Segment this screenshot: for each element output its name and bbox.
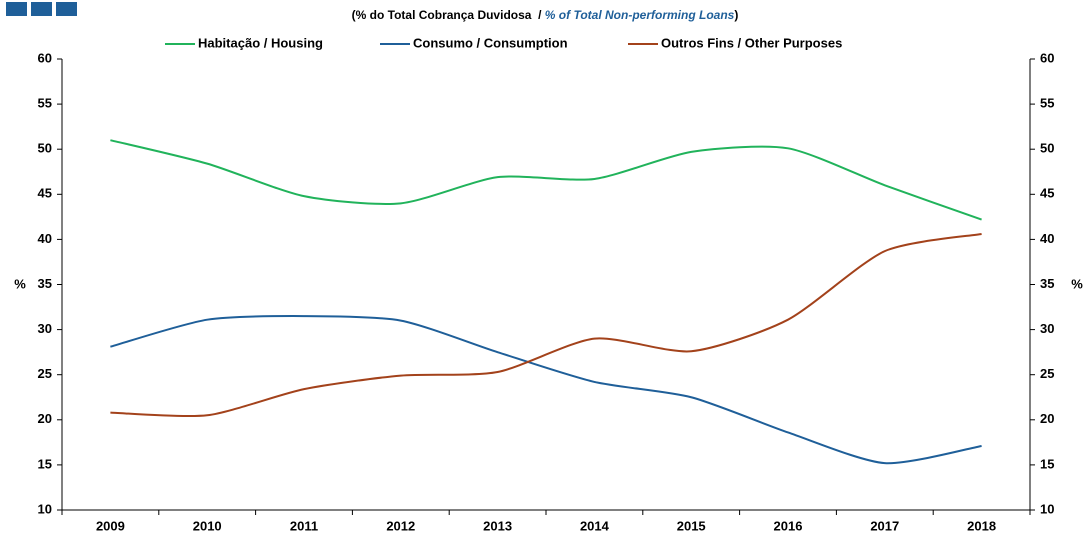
y2-tick-label: 55 bbox=[1040, 96, 1054, 111]
y-tick-label: 45 bbox=[38, 186, 52, 201]
x-tick-label: 2018 bbox=[967, 518, 996, 533]
x-tick-label: 2009 bbox=[96, 518, 125, 533]
y-tick-label: 55 bbox=[38, 96, 52, 111]
y-tick-label: 40 bbox=[38, 231, 52, 246]
y-tick-label: 60 bbox=[38, 50, 52, 65]
x-tick-label: 2010 bbox=[193, 518, 222, 533]
y2-tick-label: 30 bbox=[1040, 321, 1054, 336]
legend-label: Consumo / Consumption bbox=[413, 35, 568, 50]
title-pt: (% do Total Cobrança Duvidosa / bbox=[352, 8, 545, 22]
y2-tick-label: 60 bbox=[1040, 50, 1054, 65]
y2-tick-label: 10 bbox=[1040, 501, 1054, 516]
title-end: ) bbox=[734, 8, 738, 22]
y-tick-label: 50 bbox=[38, 141, 52, 156]
x-tick-label: 2011 bbox=[290, 518, 318, 533]
y-tick-label: 10 bbox=[38, 501, 52, 516]
legend-label: Habitação / Housing bbox=[198, 35, 323, 50]
y2-tick-label: 40 bbox=[1040, 231, 1054, 246]
y-tick-label: 15 bbox=[38, 456, 52, 471]
y-tick-label: 30 bbox=[38, 321, 52, 336]
y-tick-label: 20 bbox=[38, 411, 52, 426]
x-tick-label: 2012 bbox=[386, 518, 415, 533]
logo-block bbox=[31, 2, 52, 16]
y2-tick-label: 15 bbox=[1040, 456, 1054, 471]
y-tick-label: 35 bbox=[38, 276, 52, 291]
y2-axis-label: % bbox=[1071, 276, 1083, 291]
x-tick-label: 2015 bbox=[677, 518, 706, 533]
chart-title: (% do Total Cobrança Duvidosa / % of Tot… bbox=[352, 8, 739, 22]
series-line bbox=[110, 315, 982, 465]
y2-tick-label: 25 bbox=[1040, 366, 1054, 381]
legend-label: Outros Fins / Other Purposes bbox=[661, 35, 842, 50]
series-line bbox=[110, 139, 982, 221]
logo-block bbox=[6, 2, 27, 16]
x-tick-label: 2017 bbox=[870, 518, 899, 533]
x-tick-label: 2014 bbox=[580, 518, 610, 533]
x-tick-label: 2013 bbox=[483, 518, 512, 533]
logo-block bbox=[56, 2, 77, 16]
y-axis-label: % bbox=[14, 276, 26, 291]
y2-tick-label: 50 bbox=[1040, 141, 1054, 156]
y2-tick-label: 20 bbox=[1040, 411, 1054, 426]
y2-tick-label: 35 bbox=[1040, 276, 1054, 291]
series-line bbox=[110, 233, 982, 418]
x-tick-label: 2016 bbox=[774, 518, 803, 533]
y-tick-label: 25 bbox=[38, 366, 52, 381]
y2-tick-label: 45 bbox=[1040, 186, 1054, 201]
title-en: % of Total Non-performing Loans bbox=[545, 8, 735, 22]
